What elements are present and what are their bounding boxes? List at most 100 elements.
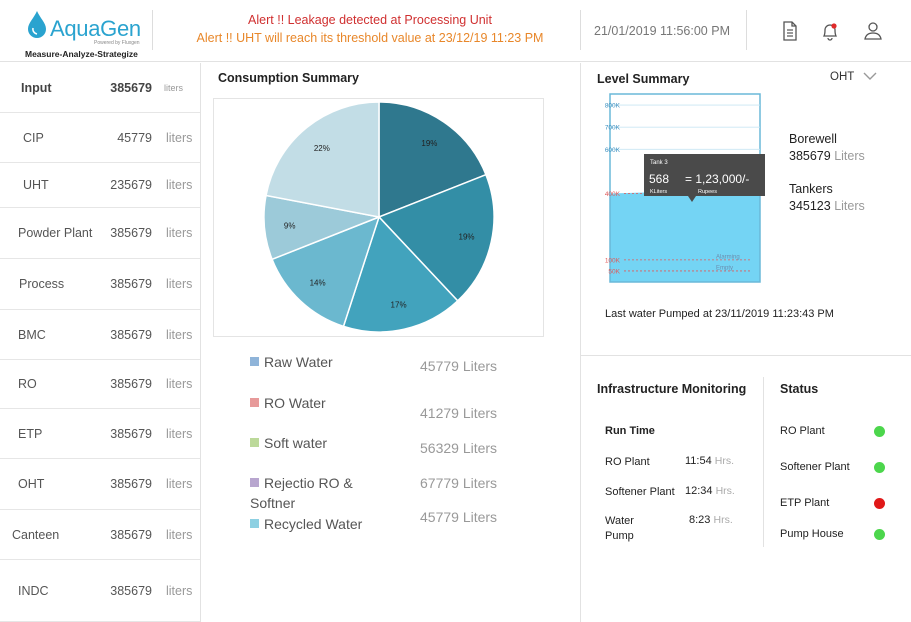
unit-value: 385679 — [110, 527, 152, 542]
legend-value: 56329 Liters — [420, 440, 498, 456]
tooltip-title: Tank 3 — [650, 160, 668, 166]
runtime-time: 11:54 — [685, 455, 712, 467]
legend-item[interactable]: Soft water — [250, 435, 327, 451]
status-indicator — [874, 498, 885, 509]
borewell-value: 385679 Liters — [789, 149, 865, 163]
unit-value: 385679 — [110, 226, 152, 240]
unit-name: ETP — [18, 426, 43, 441]
legend-item[interactable]: Raw Water — [250, 354, 333, 370]
axis-tick-label: 800K — [605, 103, 621, 110]
threshold-alert[interactable]: Alert !! UHT will reach its threshold va… — [196, 31, 544, 45]
unit-label: liters — [166, 377, 193, 391]
legend-item[interactable]: Rejectio RO & Softner — [250, 473, 390, 513]
unit-row[interactable]: CIP 45779 liters — [0, 113, 200, 163]
axis-tick-label: 50K — [608, 268, 620, 275]
unit-row[interactable]: BMC 385679 liters — [0, 310, 200, 360]
pie-slice-label: 19% — [459, 233, 475, 242]
legend-label: Rejectio RO & Softner — [250, 475, 353, 511]
tooltip-kliters-unit: KLiters — [650, 189, 667, 195]
logo-powered-by: Powered by Fluxgen — [94, 40, 140, 46]
water-level-fill — [610, 192, 760, 282]
status-indicator — [874, 462, 885, 473]
leakage-alert[interactable]: Alert !! Leakage detected at Processing … — [248, 13, 492, 27]
unit-label: liters — [164, 82, 184, 93]
pie-slice[interactable] — [377, 173, 495, 302]
unit-consumption-list: Input 385679 liters CIP 45779 liters UHT 235679… — [0, 63, 201, 622]
unit-row[interactable]: Powder Plant 385679 liters — [0, 208, 200, 259]
current-datetime: 21/01/2019 11:56:00 PM — [594, 24, 730, 38]
tankers-label: Tankers — [789, 182, 833, 196]
last-pumped-text: Last water Pumped at 23/11/2019 11:23:43… — [605, 308, 834, 320]
unit-name: INDC — [18, 583, 49, 598]
unit-value: 385679 — [110, 583, 152, 598]
bell-icon[interactable] — [819, 20, 841, 42]
chevron-down-icon[interactable] — [862, 70, 878, 82]
pie-slice[interactable] — [378, 101, 487, 219]
legend-swatch — [250, 519, 259, 528]
pie-slice-label: 22% — [314, 144, 330, 153]
unit-row[interactable]: RO 385679 liters — [0, 360, 200, 409]
pie-slice-label: 14% — [310, 278, 326, 287]
runtime-item-value: 8:23 Hrs. — [689, 514, 733, 526]
status-item-name: Pump House — [780, 528, 844, 540]
status-title: Status — [780, 382, 819, 396]
tankers-unit: Liters — [834, 199, 865, 213]
pie-slice[interactable] — [342, 215, 459, 333]
axis-tick-label: 600K — [605, 147, 621, 154]
status-indicator — [874, 426, 885, 437]
tooltip-kliters-value: 568 — [649, 172, 669, 186]
tank-select-value[interactable]: OHT — [830, 71, 855, 83]
empty-label: Empty — [716, 265, 733, 271]
unit-name: OHT — [18, 477, 45, 491]
consumption-pie-chart: 19% 19% 17% 14% 9% 22% — [213, 98, 544, 337]
status-item-name: Softener Plant — [780, 461, 850, 473]
runtime-item-value: 11:54 Hrs. — [685, 455, 734, 467]
tooltip-pointer — [688, 196, 696, 202]
unit-row[interactable]: Process 385679 liters — [0, 259, 200, 310]
unit-label: liters — [166, 426, 193, 441]
legend-item[interactable]: Recycled Water — [250, 516, 362, 532]
status-divider — [763, 377, 764, 547]
legend-value: 45779 Liters — [420, 358, 498, 374]
tank-tooltip — [644, 154, 765, 196]
document-icon[interactable] — [779, 20, 801, 42]
user-icon[interactable] — [862, 20, 884, 42]
unit-name: UHT — [23, 178, 49, 192]
unit-row[interactable]: UHT 235679 liters — [0, 163, 200, 208]
legend-swatch — [250, 357, 259, 366]
unit-row[interactable]: INDC 385679 liters — [0, 560, 200, 622]
legend-label: Recycled Water — [264, 516, 363, 532]
axis-tick-label: 700K — [605, 125, 621, 132]
unit-row[interactable]: OHT 385679 liters — [0, 459, 200, 510]
legend-item[interactable]: RO Water — [250, 395, 326, 411]
unit-row[interactable]: Input 385679 liters — [0, 63, 200, 113]
top-header: AquaGen Powered by Fluxgen Measure-Analy… — [0, 0, 911, 62]
unit-name: Process — [19, 277, 65, 291]
axis-tick-label: 100K — [605, 257, 621, 264]
runtime-item-name: RO Plant — [605, 456, 650, 468]
header-divider — [746, 10, 747, 50]
status-item-name: RO Plant — [780, 425, 825, 437]
status-item-name: ETP Plant — [780, 497, 830, 509]
runtime-time: 12:34 — [685, 485, 713, 497]
unit-label: liters — [166, 226, 193, 240]
pane-divider — [580, 63, 581, 622]
unit-value: 45779 — [117, 130, 152, 145]
unit-label: liters — [166, 527, 193, 542]
infrastructure-monitoring-title: Infrastructure Monitoring — [597, 382, 747, 396]
runtime-item-name: Softener Plant — [605, 486, 675, 498]
run-time-title: Run Time — [605, 425, 655, 437]
pie-slice-label: 9% — [284, 221, 296, 230]
unit-label: liters — [166, 178, 193, 192]
legend-swatch — [250, 438, 259, 447]
unit-row[interactable]: Canteen 385679 liters — [0, 510, 200, 560]
aquagen-logo[interactable]: AquaGen Powered by Fluxgen Measure-Analy… — [20, 6, 150, 59]
pie-slice[interactable] — [265, 101, 380, 218]
tooltip-rupees-value: = 1,23,000/- — [685, 172, 749, 186]
logo-name: AquaGen — [50, 16, 141, 41]
level-summary-title: Level Summary — [597, 72, 690, 86]
pane-divider — [581, 355, 911, 356]
tank-level-gauge[interactable]: 800K 700K 600K 400K 100K 50K Alarming Empty Tank… — [597, 92, 767, 287]
unit-row[interactable]: ETP 385679 liters — [0, 409, 200, 459]
pie-slice[interactable] — [271, 215, 381, 328]
